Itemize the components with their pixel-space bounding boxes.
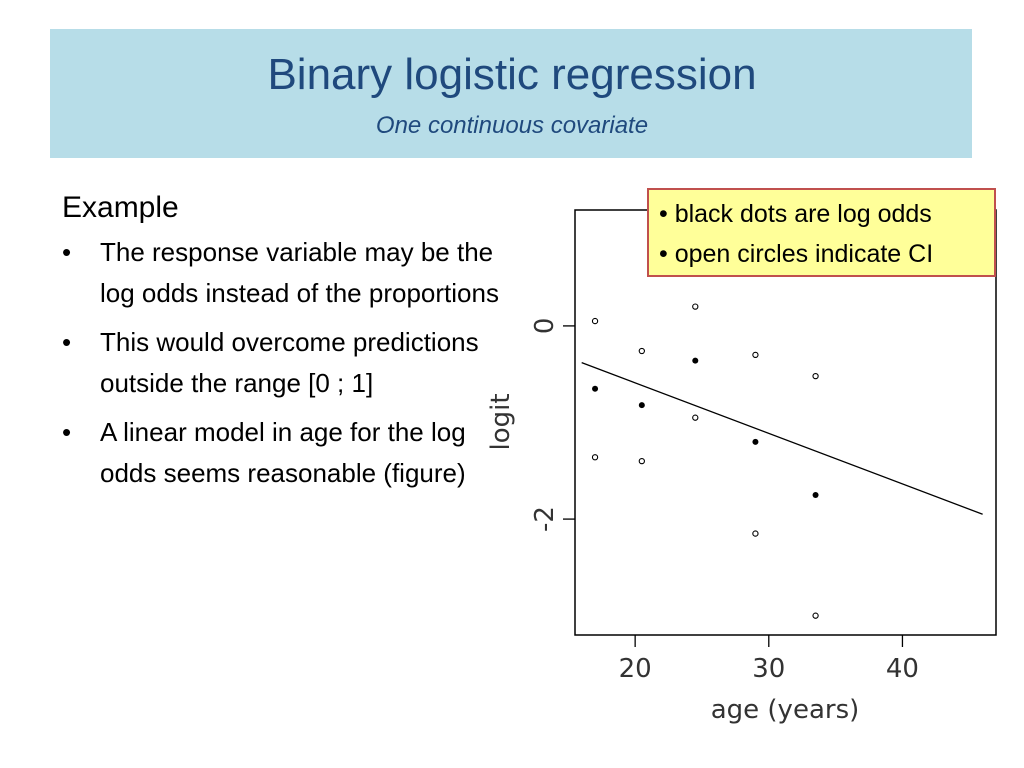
text-content: Example • The response variable may be t… — [62, 188, 502, 502]
axes: 20 30 40 0 -2 — [530, 318, 919, 684]
title-banner — [50, 29, 972, 158]
log-odds-point — [592, 385, 599, 392]
page-title: Binary logistic regression — [267, 50, 757, 99]
bullet-text: The response variable may be the log odd… — [100, 237, 499, 308]
regression-line — [581, 362, 983, 515]
x-axis-label: age (years) — [711, 695, 860, 725]
ci-point — [752, 351, 759, 359]
ci-point — [638, 457, 645, 465]
log-odds-point — [638, 402, 645, 409]
page-subtitle: One continuous covariate — [375, 112, 649, 139]
ci-point — [638, 347, 645, 355]
logit-scatter-chart: 20 30 40 0 -2 age (years) logit — [486, 209, 997, 725]
x-tick-label: 30 — [752, 654, 785, 684]
ci-point — [591, 454, 599, 461]
ci-point — [812, 372, 819, 380]
bullet-item: • The response variable may be the log o… — [62, 232, 502, 314]
bullet-glyph: • — [62, 417, 72, 447]
bullet-glyph: • — [62, 327, 72, 357]
legend-line-ci: • open circles indicate CI — [659, 240, 934, 268]
example-heading: Example — [62, 191, 179, 224]
bullet-item: • This would overcome predictions outsid… — [62, 322, 502, 404]
log-odds-point — [752, 438, 759, 445]
chart-marks — [581, 303, 983, 619]
ci-point — [692, 303, 699, 310]
log-odds-point — [812, 491, 819, 498]
bullet-list: • The response variable may be the log o… — [62, 232, 502, 494]
bullet-item: • A linear model in age for the log odds… — [62, 412, 502, 494]
x-tick-label: 40 — [886, 654, 919, 684]
y-axis-label: logit — [486, 393, 516, 450]
y-tick-label: -2 — [530, 506, 560, 532]
legend-callout: • black dots are log odds • open circles… — [647, 188, 996, 277]
log-odds-point — [692, 357, 699, 364]
ci-point — [591, 317, 599, 325]
ci-point — [812, 612, 819, 619]
x-tick-label: 20 — [619, 654, 652, 684]
ci-point — [692, 414, 699, 421]
bullet-text: A linear model in age for the log odds s… — [100, 417, 466, 488]
bullet-text: This would overcome predictions outside … — [100, 327, 479, 398]
y-tick-label: 0 — [530, 318, 560, 335]
bullet-glyph: • — [62, 237, 72, 267]
ci-point — [752, 530, 759, 537]
legend-line-log-odds: • black dots are log odds — [659, 200, 932, 228]
